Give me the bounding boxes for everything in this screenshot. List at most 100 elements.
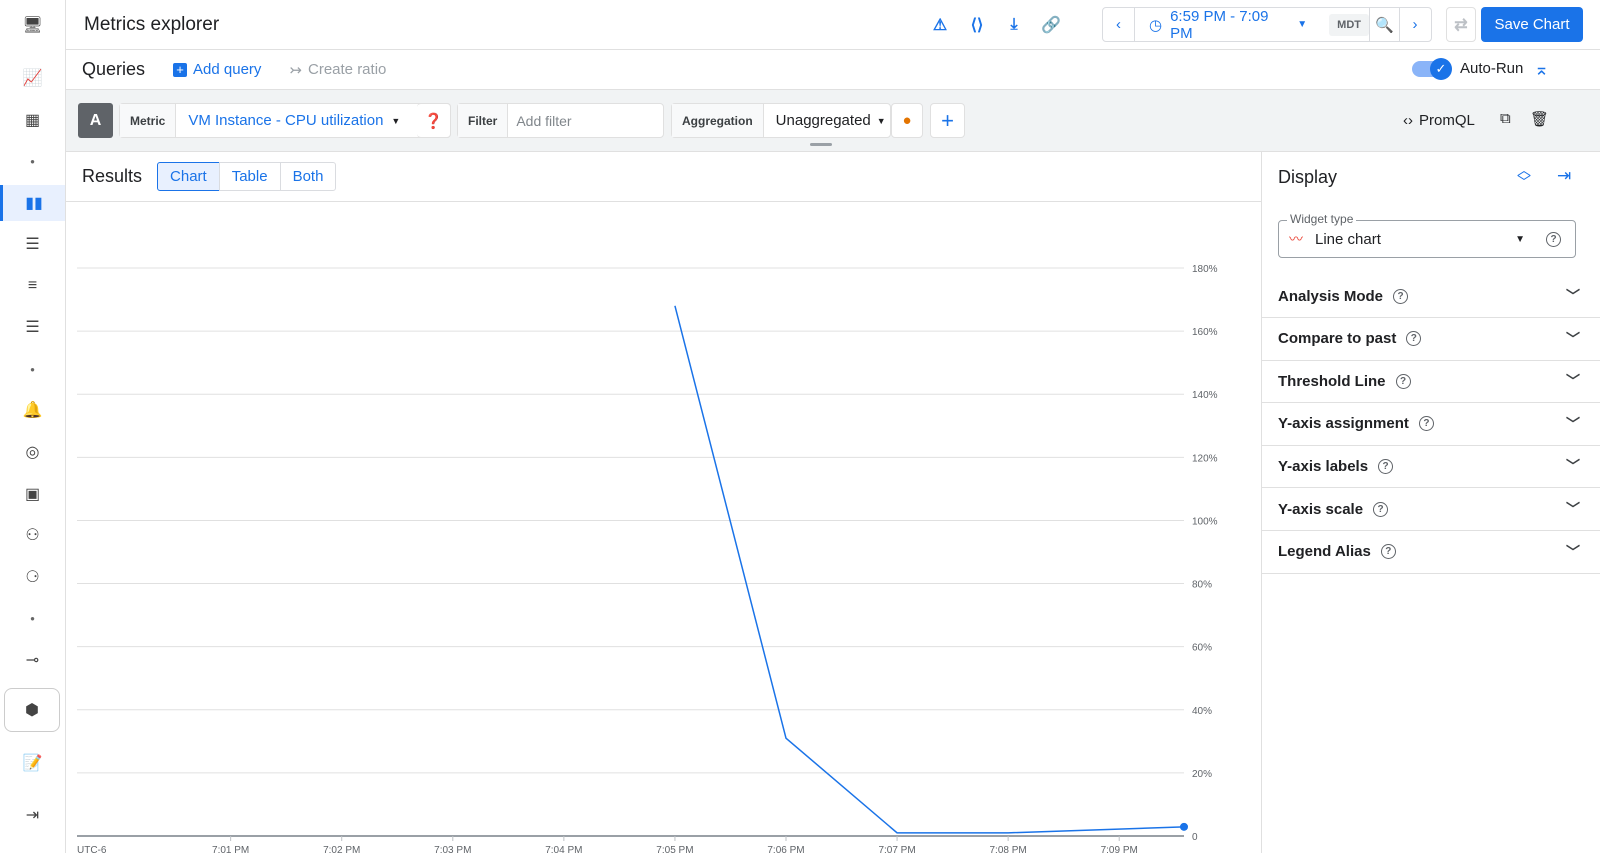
check-icon: ✓ <box>1430 57 1452 80</box>
data-point <box>1180 822 1188 831</box>
alerting-bell-icon[interactable]: 🔔 <box>22 402 43 419</box>
query-builder: A Metric VM Instance - CPU utilization ▼… <box>66 90 1600 152</box>
help-icon[interactable]: ? <box>1373 501 1389 517</box>
feedback-icon[interactable]: ⚠ <box>932 17 948 34</box>
accordion-analysis-mode[interactable]: Analysis Mode? ﹀ <box>1262 275 1600 318</box>
add-query-button[interactable]: + Add query <box>173 61 261 78</box>
x-tick-label: 7:06 PM <box>767 845 804 853</box>
add-operation-button[interactable]: + <box>930 103 965 138</box>
timezone-badge[interactable]: MDT <box>1329 13 1369 36</box>
code-icon: ‹› <box>1403 112 1413 129</box>
y-tick-label: 20% <box>1192 769 1212 780</box>
help-icon[interactable]: ? <box>1546 231 1561 247</box>
accordion-label: Y-axis labels <box>1278 457 1369 475</box>
promql-button[interactable]: ‹› PromQL <box>1403 112 1475 129</box>
help-icon[interactable]: ? <box>1395 373 1411 389</box>
aggregation-value: Unaggregated <box>775 112 871 129</box>
groups-icon[interactable]: ⚇ <box>25 527 40 544</box>
accordion-label: Legend Alias <box>1278 543 1371 561</box>
logs-search-icon[interactable]: ≡ <box>27 277 38 294</box>
y-tick-label: 100% <box>1192 516 1218 527</box>
metrics-explorer-icon[interactable]: ▮▮ <box>0 185 65 221</box>
accordion-label: Y-axis assignment <box>1278 415 1409 433</box>
time-forward-button[interactable]: › <box>1412 16 1418 33</box>
aggregation-selector[interactable]: Aggregation Unaggregated ▼ <box>671 103 891 138</box>
auto-run-label: Auto-Run <box>1460 60 1524 77</box>
chevron-down-icon: ﹀ <box>1566 458 1580 475</box>
x-tick-label: 7:05 PM <box>656 845 693 853</box>
display-panel: Display ︿ ﹀ ⇥ Widget type 〰 Line chart ▼ … <box>1261 152 1600 853</box>
aggregation-label: Aggregation <box>672 104 764 137</box>
y-tick-label: 160% <box>1192 327 1218 338</box>
toggle-switch[interactable]: ✓ <box>1412 57 1452 80</box>
widget-type-label: Widget type <box>1287 212 1357 226</box>
accordion-legend-alias[interactable]: Legend Alias? ﹀ <box>1262 531 1600 574</box>
dropdown-arrow-icon: ▼ <box>876 115 886 126</box>
monitor-icon[interactable]: ▣ <box>24 486 41 503</box>
time-range-dropdown[interactable]: ◷ 6:59 PM - 7:09 PM ▼ MDT <box>1135 8 1370 42</box>
chevron-down-icon: ﹀ <box>1566 373 1580 390</box>
expand-collapse-icon[interactable]: ︿ ﹀ <box>1517 162 1531 190</box>
widget-type-select[interactable]: Widget type 〰 Line chart ▼ ? <box>1278 212 1576 258</box>
separator-dot-icon: ● <box>30 156 35 166</box>
copy-icon[interactable]: ⧉ <box>1500 110 1511 127</box>
y-tick-label: 80% <box>1192 580 1212 591</box>
help-icon[interactable]: ? <box>1406 331 1422 347</box>
tab-both[interactable]: Both <box>279 162 337 191</box>
chevron-down-icon: ﹀ <box>1566 415 1580 432</box>
create-ratio-button[interactable]: ↣ Create ratio <box>289 61 386 79</box>
drag-handle[interactable] <box>810 143 832 146</box>
services-icon[interactable]: ⚆ <box>25 569 40 586</box>
zoom-search-icon[interactable]: 🔍 <box>1370 8 1400 41</box>
overview-chart-icon[interactable]: 📈 <box>22 70 43 87</box>
help-icon[interactable]: ❓ <box>417 103 451 138</box>
integrations-icon[interactable]: ⊸ <box>25 652 40 669</box>
accordion-y-axis-labels[interactable]: Y-axis labels? ﹀ <box>1262 445 1600 489</box>
uptime-icon[interactable]: ◎ <box>25 444 40 461</box>
code-icon[interactable]: ⟨⟩ <box>970 17 984 34</box>
download-icon[interactable]: ⤓ <box>1010 16 1018 33</box>
tab-table[interactable]: Table <box>218 162 281 191</box>
query-letter: A <box>78 103 113 138</box>
lightbulb-icon[interactable]: ● <box>891 103 923 138</box>
close-panel-icon[interactable]: ⇥ <box>1557 166 1572 185</box>
filter-input[interactable]: Filter Add filter <box>457 103 664 138</box>
chevron-down-icon: ﹀ <box>1566 501 1580 517</box>
separator-dot-icon: ● <box>30 364 35 374</box>
sync-disabled-icon[interactable]: ⇄ <box>1446 7 1476 42</box>
help-icon[interactable]: ? <box>1418 416 1434 432</box>
x-tick-label: 7:02 PM <box>323 845 360 853</box>
time-range-picker[interactable]: ‹ ◷ 6:59 PM - 7:09 PM ▼ MDT 🔍 › <box>1102 7 1432 42</box>
link-icon[interactable]: 🔗 <box>1041 17 1061 34</box>
create-ratio-label: Create ratio <box>308 61 387 78</box>
accordion-compare-to-past[interactable]: Compare to past? ﹀ <box>1262 318 1600 361</box>
expand-sidebar-icon[interactable]: ⇥ <box>25 807 40 824</box>
list-icon[interactable]: ☰ <box>25 236 40 253</box>
accordion-threshold-line[interactable]: Threshold Line? ﹀ <box>1262 360 1600 404</box>
chevron-down-icon: ﹀ <box>1566 543 1580 560</box>
time-back-button[interactable]: ‹ <box>1103 8 1135 41</box>
hexagons-icon[interactable]: ⬢ <box>4 688 60 732</box>
release-notes-icon[interactable]: 📝 <box>22 755 43 772</box>
x-tick-label: 7:03 PM <box>434 845 471 853</box>
collapse-icon[interactable]: ⌅ <box>1534 59 1550 79</box>
accordion-label: Y-axis scale <box>1278 500 1364 518</box>
help-icon[interactable]: ? <box>1380 544 1396 560</box>
trace-icon[interactable]: ☰ <box>25 319 40 336</box>
y-tick-label: 120% <box>1192 453 1218 464</box>
save-chart-button[interactable]: Save Chart <box>1481 7 1583 42</box>
help-icon[interactable]: ? <box>1393 288 1409 304</box>
series-line-utilization <box>674 305 1185 834</box>
tab-chart[interactable]: Chart <box>157 162 220 191</box>
metric-label: Metric <box>120 104 177 137</box>
delete-icon[interactable]: 🗑 <box>1530 111 1550 128</box>
help-icon[interactable]: ? <box>1378 458 1394 474</box>
monitoring-logo-icon[interactable]: 🖥 <box>22 17 43 34</box>
accordion-y-axis-assignment[interactable]: Y-axis assignment? ﹀ <box>1262 403 1600 446</box>
dashboards-icon[interactable]: ▦ <box>24 112 41 129</box>
accordion-y-axis-scale[interactable]: Y-axis scale? ﹀ <box>1262 488 1600 531</box>
y-tick-label: 60% <box>1192 643 1212 654</box>
clock-icon: ◷ <box>1149 16 1163 34</box>
metric-selector[interactable]: Metric VM Instance - CPU utilization ▼ <box>119 103 451 138</box>
auto-run-toggle[interactable]: ✓ Auto-Run <box>1412 57 1524 80</box>
